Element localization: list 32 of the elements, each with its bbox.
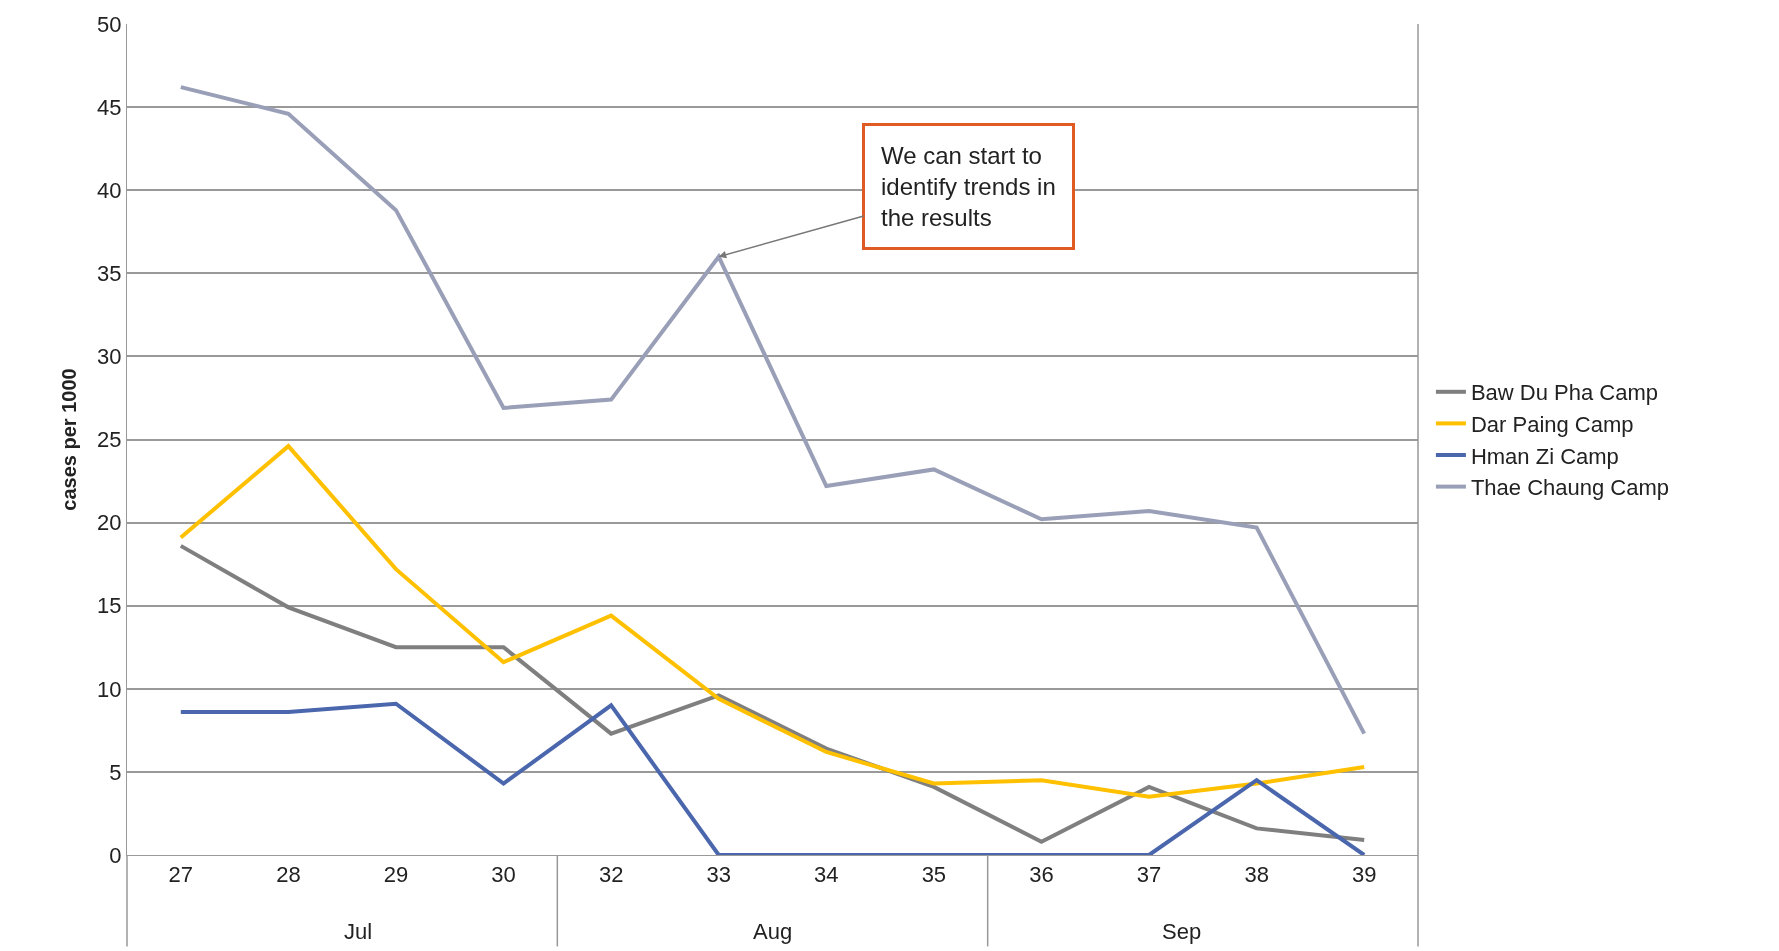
y-tick-label: 40: [97, 177, 122, 203]
legend-label: Thae Chaung Camp: [1470, 475, 1670, 501]
legend-label: Hman Zi Camp: [1470, 443, 1619, 469]
x-tick-label: 35: [921, 862, 947, 888]
y-tick-label: 20: [97, 510, 122, 536]
y-axis-title: cases per 1000: [57, 368, 80, 511]
legend-label: Dar Paing Camp: [1470, 411, 1634, 437]
x-tick-label: 34: [814, 862, 839, 888]
x-tick-label: 39: [1351, 862, 1377, 888]
y-tick-label: 15: [97, 593, 122, 619]
x-tick-label: 28: [276, 862, 301, 888]
y-tick-label: 50: [97, 11, 122, 37]
x-tick-label: 33: [706, 862, 731, 888]
y-tick-label: 25: [97, 427, 122, 453]
text: Sep: [1162, 919, 1202, 944]
y-tick-label: 45: [97, 94, 122, 120]
text: Aug: [753, 919, 793, 944]
text: Jul: [344, 919, 373, 944]
x-tick-label: 36: [1029, 862, 1054, 888]
y-tick-label: 5: [109, 759, 122, 785]
x-tick-label: 37: [1136, 862, 1162, 888]
x-tick-label: 38: [1244, 862, 1269, 888]
x-tick-label: 30: [491, 862, 516, 888]
x-tick-label: 29: [383, 862, 409, 888]
x-tick-label: 27: [168, 862, 194, 888]
y-tick-label: 0: [109, 842, 122, 868]
y-tick-label: 35: [97, 261, 122, 286]
y-tick-label: 30: [97, 344, 122, 370]
y-tick-label: 10: [97, 676, 122, 702]
annotation: We can start to identify trends in the results: [881, 142, 1056, 232]
x-tick-label: 32: [598, 862, 624, 888]
legend-label: Baw Du Pha Camp: [1470, 380, 1658, 406]
